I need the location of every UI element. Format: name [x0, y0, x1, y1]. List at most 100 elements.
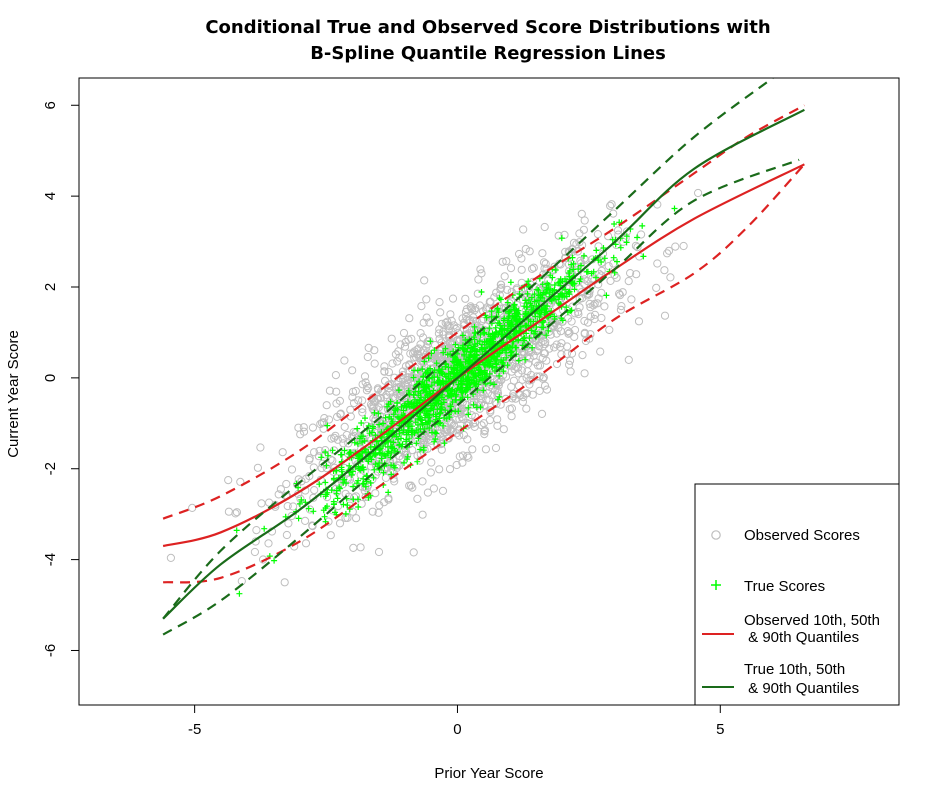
observed-score-point — [575, 284, 584, 293]
observed-score-point — [397, 385, 406, 394]
y-tick-label: -6 — [42, 644, 59, 657]
observed-score-point — [498, 257, 507, 266]
observed-score-point — [188, 503, 197, 512]
true-score-point — [570, 266, 577, 273]
true-score-point — [565, 270, 572, 276]
x-axis: -5 0 5 — [188, 705, 724, 738]
observed-score-point — [476, 265, 485, 274]
observed-score-point — [552, 359, 562, 369]
true-score-point — [483, 314, 490, 321]
observed-score-point — [446, 310, 455, 319]
observed-score-point — [506, 264, 516, 273]
true-score-point — [448, 368, 455, 375]
true-score-point — [428, 382, 435, 389]
observed-score-point — [308, 423, 317, 432]
observed-score-point — [224, 507, 233, 516]
true-score-point — [551, 313, 558, 320]
observed-score-point — [340, 356, 349, 365]
true-score-point — [401, 459, 407, 466]
observed-score-point — [429, 484, 438, 493]
true-score-point — [391, 464, 398, 471]
true-score-point — [394, 400, 400, 407]
observed-score-point — [472, 321, 481, 330]
true-score-point — [427, 338, 434, 345]
observed-score-point — [370, 346, 379, 355]
true-score-point — [322, 479, 329, 486]
true-score-point — [486, 370, 493, 377]
true-score-point — [381, 451, 388, 458]
observed-score-point — [332, 387, 341, 396]
true-score-point — [471, 347, 478, 354]
observed-score-point — [409, 548, 418, 557]
true-score-point — [532, 328, 539, 335]
true-score-point — [447, 391, 454, 398]
true-score-point — [540, 324, 547, 331]
true-score-point — [412, 419, 419, 426]
true-score-point — [426, 412, 433, 419]
true-score-point — [362, 446, 369, 453]
x-axis-label: Prior Year Score — [434, 765, 543, 782]
true-score-point — [384, 444, 391, 450]
observed-score-point — [434, 329, 443, 338]
true-score-point — [333, 487, 340, 494]
observed-score-point — [616, 291, 625, 300]
true-score-point — [474, 340, 481, 347]
legend-box — [694, 483, 900, 706]
true-score-point — [422, 394, 429, 401]
true-score-point — [433, 430, 440, 437]
true-score-point — [360, 464, 367, 471]
true-score-point — [517, 327, 524, 334]
observed-score-point — [618, 288, 627, 297]
true-score-point — [486, 325, 493, 332]
true-score-point — [342, 510, 349, 517]
legend-true-quantile-label-2: & 90th Quantiles — [744, 680, 859, 697]
observed-score-point — [497, 283, 506, 292]
true-score-point — [390, 411, 397, 418]
true-score-point — [357, 452, 364, 459]
observed-score-point — [461, 294, 470, 303]
observed-score-point — [533, 361, 543, 370]
true-score-point — [522, 356, 529, 363]
observed-score-point — [455, 414, 464, 424]
true-score-point — [559, 292, 566, 299]
observed-score-point — [518, 375, 527, 384]
observed-score-point — [579, 225, 589, 234]
true-score-point — [427, 365, 433, 372]
observed-score-point — [519, 393, 528, 402]
observed-score-point — [664, 246, 674, 255]
true-score-point — [465, 411, 472, 418]
observed-score-point — [541, 259, 550, 268]
observed-score-point — [458, 451, 468, 460]
true-score-point — [400, 407, 407, 414]
true-score-point — [540, 319, 547, 325]
observed-score-point — [500, 272, 509, 281]
true-score-point — [350, 496, 357, 503]
true-score-point — [611, 221, 618, 227]
observed-score-point — [479, 419, 488, 428]
observed-score-point — [617, 302, 626, 311]
observed-score-point — [256, 443, 265, 452]
observed-score-point — [426, 468, 435, 477]
observed-score-point — [525, 247, 534, 256]
observed-score-point — [435, 465, 444, 474]
true-score-point — [491, 381, 497, 388]
observed-score-point — [494, 381, 503, 390]
true-score-point — [465, 404, 472, 411]
observed-score-point — [380, 362, 389, 371]
observed-score-point — [595, 269, 604, 278]
observed-score-point — [523, 359, 533, 369]
true-score-point — [509, 343, 516, 350]
true-score-point — [384, 450, 391, 457]
true-score-point — [513, 307, 520, 314]
true-score-point — [514, 318, 521, 325]
true-score-point — [406, 435, 413, 442]
y-tick-label: 6 — [42, 101, 59, 109]
legend: Observed Scores True Scores Observed 10t… — [694, 483, 900, 706]
true-score-point — [372, 461, 379, 468]
observed-score-point — [577, 209, 586, 218]
true-score-point — [534, 297, 541, 304]
true-score-point — [233, 527, 240, 534]
true-score-point — [380, 420, 386, 427]
true-score-point — [527, 318, 534, 325]
observed-score-point — [445, 322, 454, 331]
